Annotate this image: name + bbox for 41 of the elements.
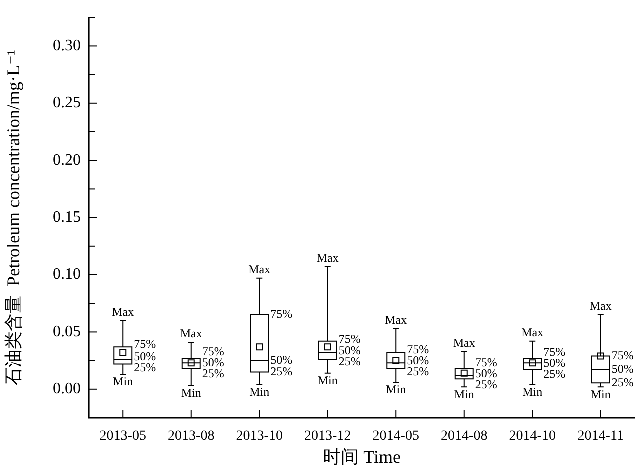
annotation: Max	[112, 304, 134, 319]
annotation: 25%	[270, 364, 293, 378]
x-tick-label: 2014-10	[509, 429, 556, 444]
annotation: Min	[318, 374, 338, 388]
y-tick-label: 0.20	[53, 152, 81, 169]
annotation: Min	[113, 374, 134, 389]
y-tick-label: 0.10	[53, 266, 81, 284]
annotation: Min	[454, 387, 474, 402]
annotation: Max	[522, 326, 544, 340]
annotation: 50%	[612, 362, 634, 376]
annotation: Max	[180, 326, 202, 341]
x-tick-label: 2014-11	[578, 429, 624, 444]
annotation: Min	[181, 386, 202, 400]
y-tick-label: 0.15	[53, 209, 81, 226]
x-axis-title: 时间 Time	[323, 446, 401, 467]
y-axis-title: 石油类含量 Petroleum concentration/mg·L⁻¹	[4, 50, 24, 386]
annotation: Max	[385, 312, 408, 327]
x-tick-label: 2014-05	[372, 429, 420, 444]
annotation: 75%	[270, 307, 293, 322]
x-tick-label: 2013-08	[168, 429, 215, 444]
y-tick-label: 0.25	[53, 94, 81, 112]
annotation: Max	[453, 336, 476, 350]
x-tick-label: 2014-08	[441, 429, 488, 444]
annotation: Max	[248, 262, 271, 277]
annotation: Max	[316, 251, 339, 266]
annotation: Min	[522, 384, 543, 399]
y-tick-label: 0.00	[53, 380, 81, 398]
x-tick-label: 2013-05	[100, 429, 146, 444]
annotation: 50%	[270, 352, 293, 367]
y-tick-label: 0.05	[53, 323, 81, 340]
annotation: 75%	[338, 332, 361, 346]
x-tick-label: 2013-10	[236, 429, 283, 444]
annotation: 75%	[134, 337, 156, 352]
annotation: 75%	[612, 348, 634, 362]
annotation: Min	[386, 382, 406, 397]
x-tick-label: 2013-12	[304, 429, 352, 444]
annotation: Min	[250, 384, 270, 399]
y-tick-label: 0.30	[53, 37, 81, 54]
annotation: Min	[590, 387, 611, 402]
annotation: 25%	[612, 375, 634, 390]
annotation: Max	[590, 299, 612, 314]
